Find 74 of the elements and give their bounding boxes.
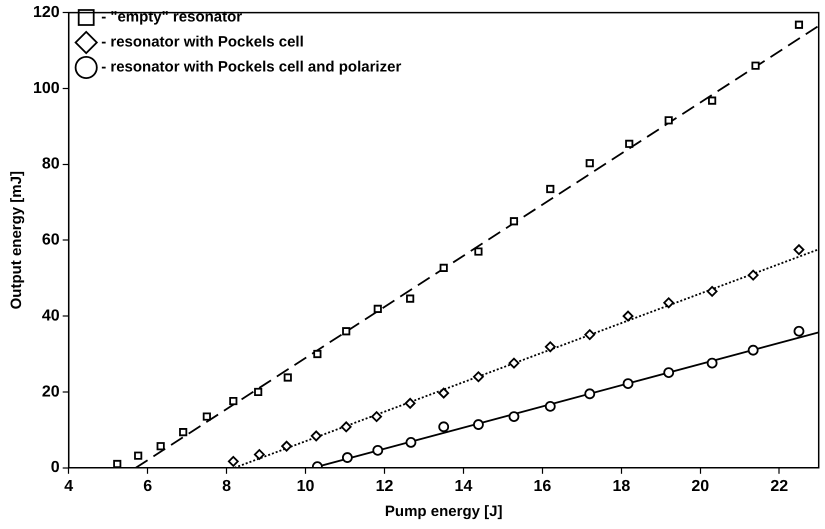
- point: [663, 297, 674, 308]
- x-tick-label: 20: [691, 478, 710, 495]
- x-tick-label: 10: [296, 478, 315, 495]
- legend-label: - resonator with Pockels cell: [101, 34, 304, 51]
- point: [510, 217, 518, 226]
- point: [284, 373, 292, 382]
- point: [179, 428, 188, 436]
- point: [440, 264, 448, 272]
- point: [751, 62, 760, 70]
- point: [406, 294, 414, 303]
- point: [156, 442, 165, 450]
- point: [706, 358, 718, 369]
- point: [254, 449, 265, 460]
- point: [313, 350, 322, 358]
- point: [438, 388, 450, 398]
- point: [342, 327, 350, 336]
- y-tick-label: 60: [42, 232, 60, 249]
- y-tick-label: 100: [32, 80, 60, 97]
- x-tick-label: 6: [143, 478, 152, 495]
- point: [281, 440, 292, 452]
- y-tick-label: 120: [32, 4, 60, 22]
- point: [474, 248, 483, 256]
- point: [372, 444, 384, 456]
- y-tick-label: 80: [42, 156, 60, 173]
- x-tick-label: 18: [612, 478, 630, 495]
- x-axis-title: Pump energy [J]: [384, 503, 502, 520]
- point: [508, 358, 520, 369]
- y-tick-label: 40: [42, 307, 60, 324]
- point: [342, 452, 353, 463]
- point: [586, 159, 594, 168]
- point: [794, 20, 804, 29]
- point: [406, 436, 416, 448]
- legend-label: - "empty" resonator: [101, 8, 242, 26]
- point: [584, 329, 596, 340]
- point: [228, 456, 239, 467]
- point: [544, 400, 556, 412]
- point: [438, 421, 450, 432]
- y-axis-title: Output energy [mJ]: [8, 171, 26, 310]
- x-tick-label: 22: [770, 478, 788, 495]
- point: [663, 367, 674, 378]
- x-tick-label: 16: [533, 478, 552, 495]
- point: [706, 286, 718, 297]
- point: [340, 421, 352, 432]
- x-tick-label: 14: [454, 478, 472, 495]
- point: [622, 310, 634, 322]
- x-tick-label: 8: [222, 478, 232, 495]
- point: [134, 452, 142, 460]
- point: [622, 378, 634, 389]
- point: [113, 460, 122, 468]
- y-tick-label: 20: [42, 383, 60, 400]
- point: [748, 344, 759, 356]
- point: [202, 412, 211, 421]
- point: [229, 396, 238, 406]
- point: [625, 140, 634, 148]
- legend-label: - resonator with Pockels cell and polarizer: [101, 58, 402, 76]
- point: [374, 304, 382, 313]
- y-tick-label: 0: [50, 459, 60, 476]
- point: [508, 411, 520, 422]
- point: [371, 411, 382, 422]
- point: [748, 270, 759, 280]
- point: [404, 398, 416, 409]
- point: [473, 419, 484, 430]
- point: [708, 96, 716, 105]
- point: [546, 184, 554, 194]
- x-tick-label: 12: [376, 478, 394, 495]
- point: [310, 430, 322, 442]
- point: [584, 388, 596, 400]
- point: [544, 341, 556, 352]
- point: [794, 244, 804, 256]
- point: [794, 326, 804, 337]
- point: [473, 371, 484, 382]
- point: [254, 388, 262, 396]
- x-tick-label: 4: [64, 478, 74, 495]
- point: [664, 116, 673, 124]
